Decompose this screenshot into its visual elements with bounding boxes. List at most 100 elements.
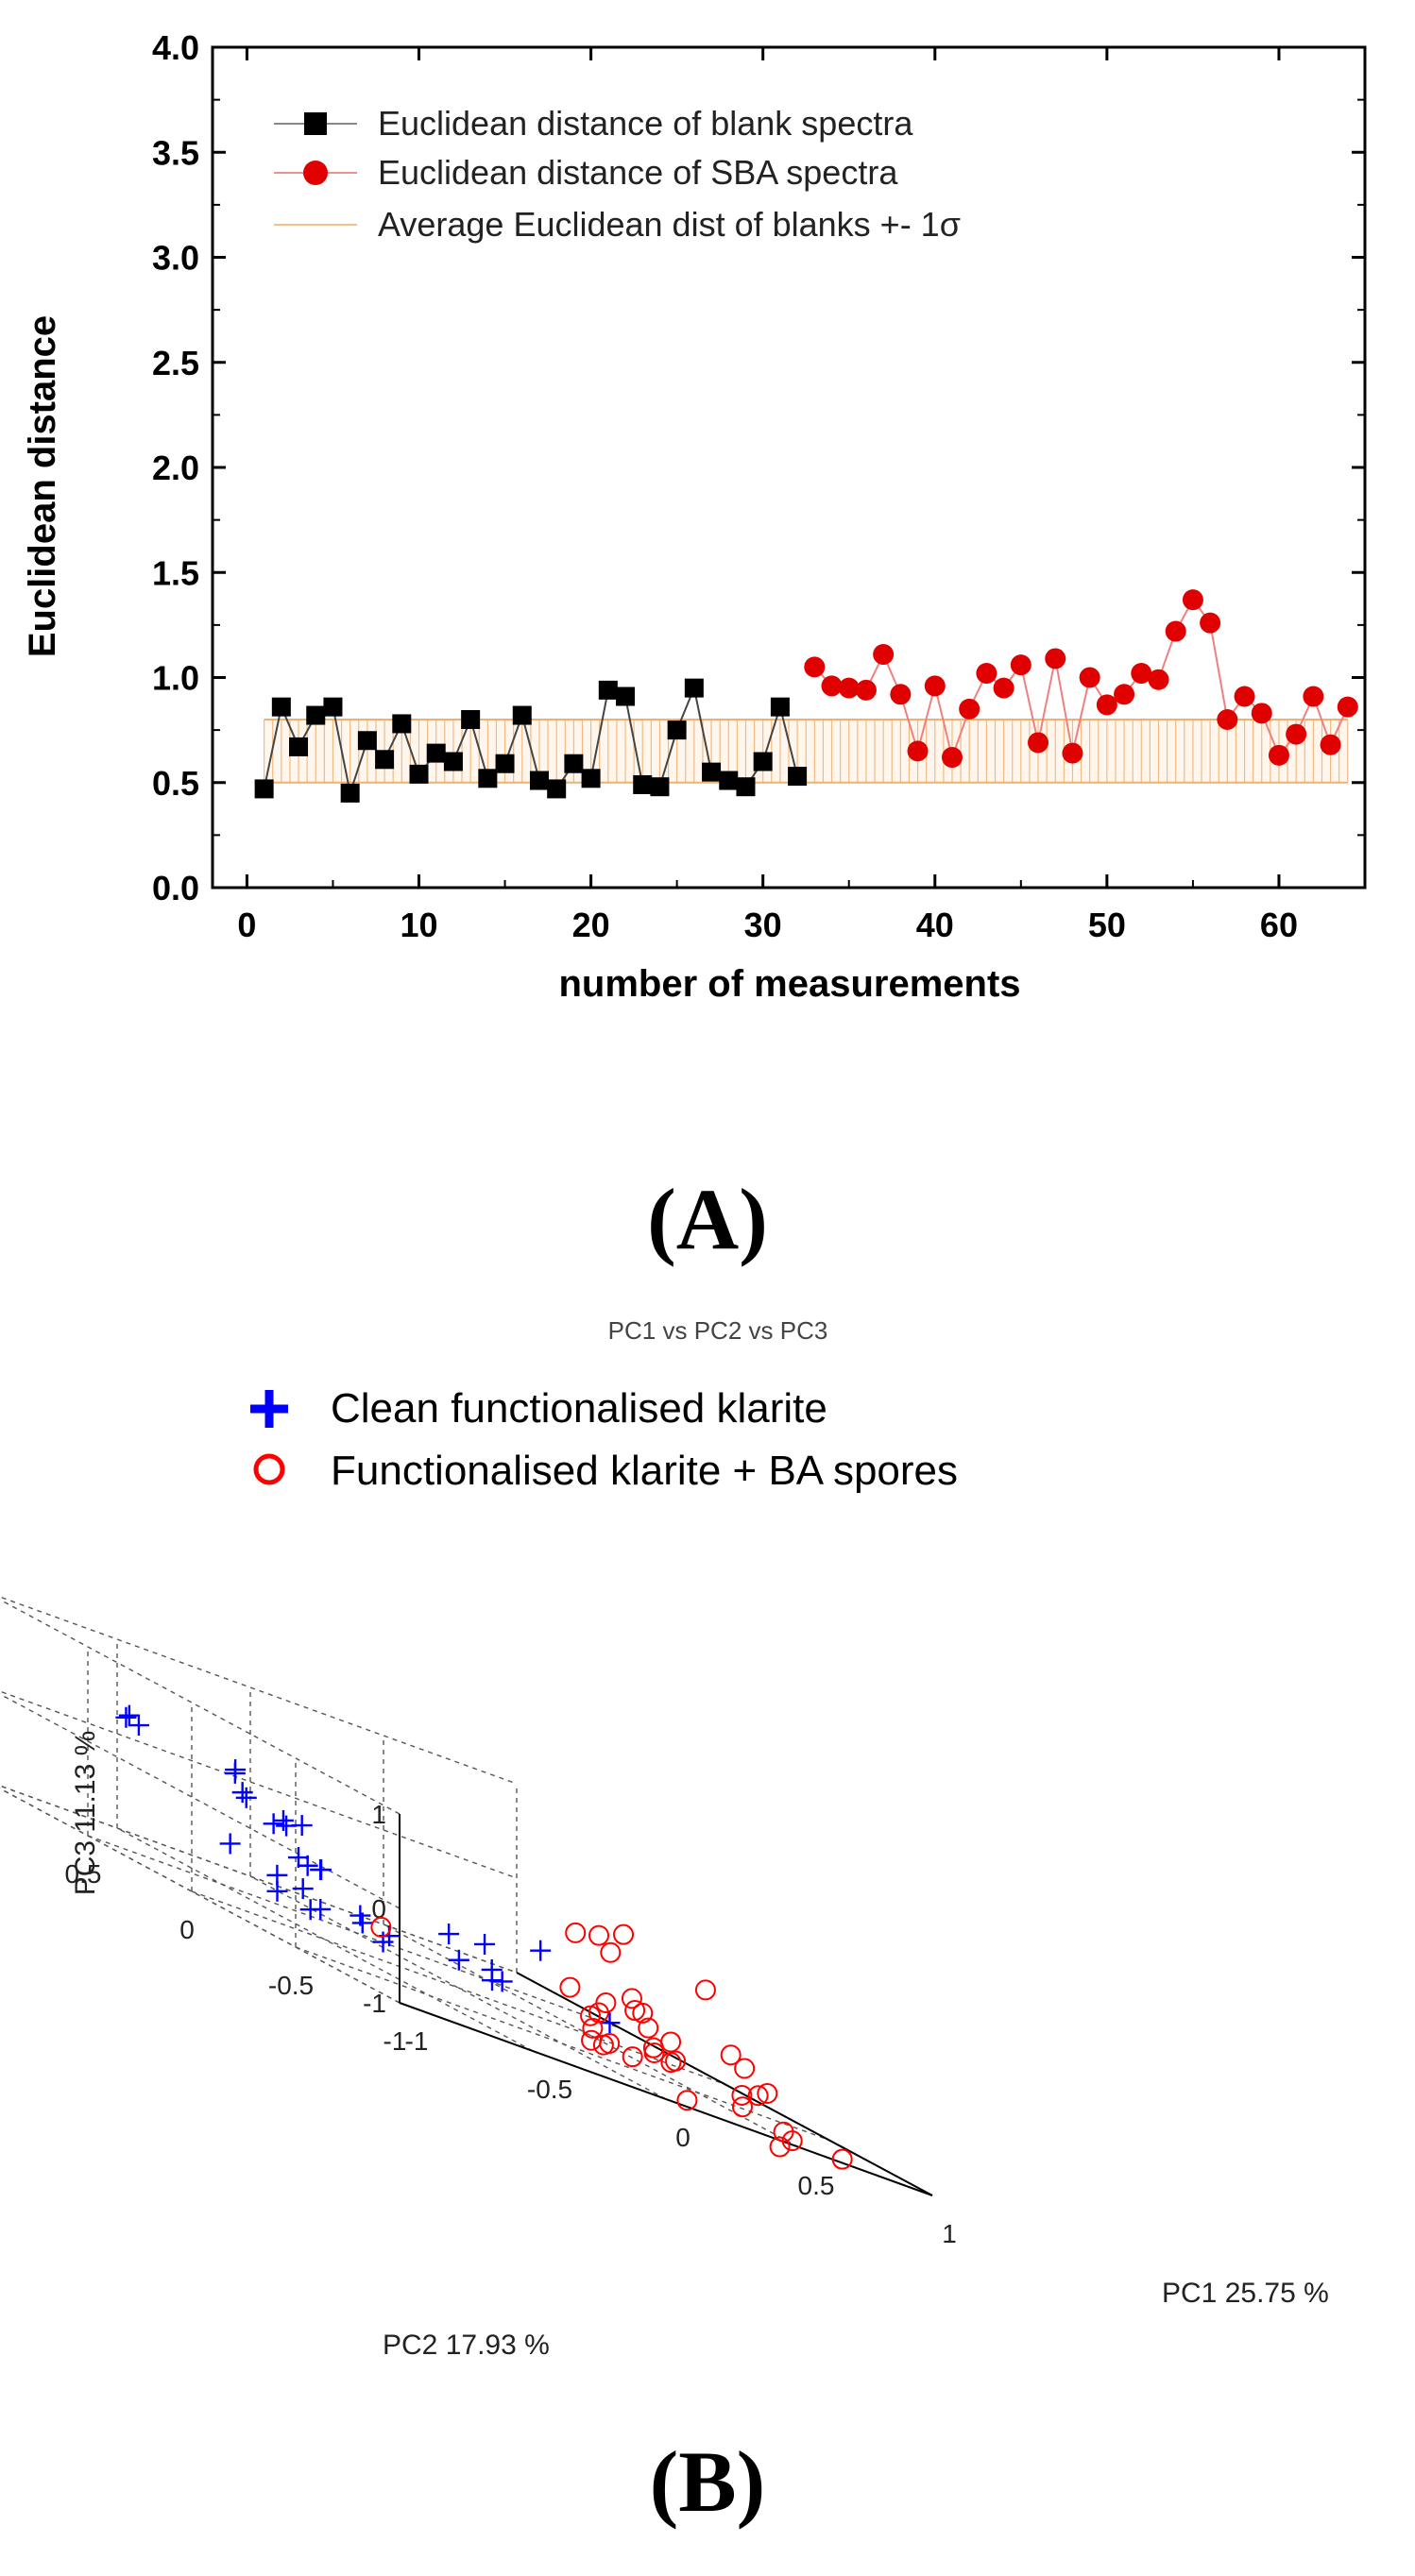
blank-point <box>719 771 739 790</box>
chart-b-points <box>115 1704 853 2170</box>
y-tick-label: 2.0 <box>152 449 199 487</box>
legend-sba-label: Euclidean distance of SBA spectra <box>378 153 898 192</box>
sba-point <box>941 747 963 769</box>
sba-point <box>1028 732 1049 754</box>
ba-spores-point <box>642 2037 664 2059</box>
ba-spores-point <box>720 2044 742 2066</box>
blank-point <box>581 769 601 788</box>
pc1-tick-label: -1 <box>405 2026 429 2056</box>
blank-point <box>788 767 808 787</box>
x-tick-label: 20 <box>572 906 610 944</box>
clean-klarite-point <box>351 1912 373 1934</box>
blank-point <box>289 737 309 756</box>
pc1-axis-label: PC1 25.75 % <box>1162 2278 1329 2309</box>
clean-klarite-point <box>530 1940 552 1961</box>
x-tick-label: 40 <box>916 906 954 944</box>
clean-klarite-point <box>118 1704 140 1726</box>
y-tick-label: 0.5 <box>152 764 199 803</box>
ba-spores-point <box>588 1924 610 1946</box>
clean-klarite-point <box>291 1815 313 1837</box>
ba-spores-point <box>734 2058 756 2079</box>
y-tick-label: 3.0 <box>152 239 199 278</box>
pc2-axis-line <box>399 2002 933 2196</box>
blank-point <box>461 710 481 729</box>
blank-point <box>616 686 636 706</box>
clean-klarite-point <box>225 1759 247 1781</box>
clean-klarite-point <box>115 1706 137 1728</box>
sba-point <box>821 675 843 697</box>
pca-3d-scatter: PC1 vs PC2 vs PC3 Clean functionalised k… <box>0 1316 1329 2361</box>
blank-point <box>684 678 704 698</box>
sba-point <box>1251 703 1272 724</box>
chart-b-legend: Clean functionalised klarite Functionali… <box>250 1385 958 1494</box>
blank-point <box>392 714 412 734</box>
clean-klarite-point <box>263 1813 284 1835</box>
blank-point <box>564 754 584 773</box>
sba-point <box>1096 694 1117 716</box>
chart-a-series <box>254 589 1358 803</box>
ba-spores-point <box>694 1979 716 2001</box>
clean-klarite-point <box>448 1949 469 1971</box>
blank-point <box>547 779 567 799</box>
pc1-tick-label: 0 <box>675 2123 690 2152</box>
y-tick-label: 1.5 <box>152 553 199 592</box>
clean-klarite-point <box>287 1847 309 1869</box>
pc2-tick-label: -1 <box>384 2026 407 2056</box>
x-axis-label: number of measurements <box>558 963 1020 1005</box>
floor-grid-line <box>0 1788 401 2004</box>
wall-grid-line <box>0 1788 401 2004</box>
clean-klarite-point <box>128 1715 149 1737</box>
pc2-tick-label: 0 <box>179 1915 195 1944</box>
sba-point <box>1268 744 1289 766</box>
x-tick-label: 10 <box>400 906 437 944</box>
panel-a-label: (A) <box>647 1171 768 1267</box>
blank-point <box>633 774 653 794</box>
floor-grid-line <box>116 1827 534 2052</box>
legend-band-label: Average Euclidean dist of blanks +- 1σ <box>378 205 961 244</box>
ba-spores-point <box>592 2034 614 2056</box>
ba-spores-point <box>769 2136 791 2158</box>
pc1-tick-label: -0.5 <box>527 2075 572 2104</box>
legend-sba-marker <box>303 161 328 185</box>
ba-spores-point <box>665 2050 687 2072</box>
sba-point <box>855 679 877 701</box>
ba-spores-point <box>580 2005 602 2026</box>
blank-point <box>495 754 515 773</box>
wall-grid-line <box>0 1599 401 1815</box>
blank-point <box>529 771 549 790</box>
clean-klarite-point <box>599 2012 621 2034</box>
pc3-tick-label: -1 <box>363 1989 386 2018</box>
ba-spores-point <box>582 2017 604 2039</box>
clean-klarite-point <box>292 1878 314 1900</box>
sba-point <box>1131 663 1152 685</box>
y-tick-label: 4.0 <box>152 28 199 67</box>
euclidean-distance-chart: 0.0 0.5 1.0 1.5 2.0 2.5 3.0 3.5 4.0 0 10 20 30 40 50 60… <box>22 28 1367 1005</box>
pc2-tick-label: 0.5 <box>65 1859 102 1889</box>
sba-point <box>1079 667 1100 688</box>
legend-spores-marker <box>253 1453 285 1485</box>
pc1-tick-label: 0.5 <box>798 2171 835 2200</box>
sba-point <box>907 740 929 762</box>
blank-point <box>736 777 756 797</box>
blank-point <box>426 743 446 763</box>
sba-point <box>1165 620 1186 642</box>
blank-point <box>375 750 395 770</box>
legend-clean-label: Clean functionalised klarite <box>331 1385 827 1432</box>
y-tick-label: 3.5 <box>152 133 199 172</box>
clean-klarite-point <box>474 1933 496 1955</box>
sba-point <box>1286 723 1307 745</box>
blank-point <box>443 752 463 771</box>
clean-klarite-point <box>266 1880 288 1902</box>
chart-b-axes: -1-0.500.51-1-0.500.51-101 <box>65 1800 957 2248</box>
y-tick-label: 1.0 <box>152 659 199 698</box>
blank-point <box>650 777 670 797</box>
clean-klarite-point <box>219 1833 241 1855</box>
blank-point <box>306 705 326 725</box>
sba-point <box>1234 686 1255 707</box>
sba-point <box>993 677 1014 699</box>
sba-point <box>804 656 826 678</box>
clean-klarite-point <box>310 1898 332 1920</box>
ba-spores-point <box>660 2031 682 2053</box>
clean-klarite-point <box>235 1787 257 1808</box>
ba-spores-point <box>757 2082 778 2104</box>
